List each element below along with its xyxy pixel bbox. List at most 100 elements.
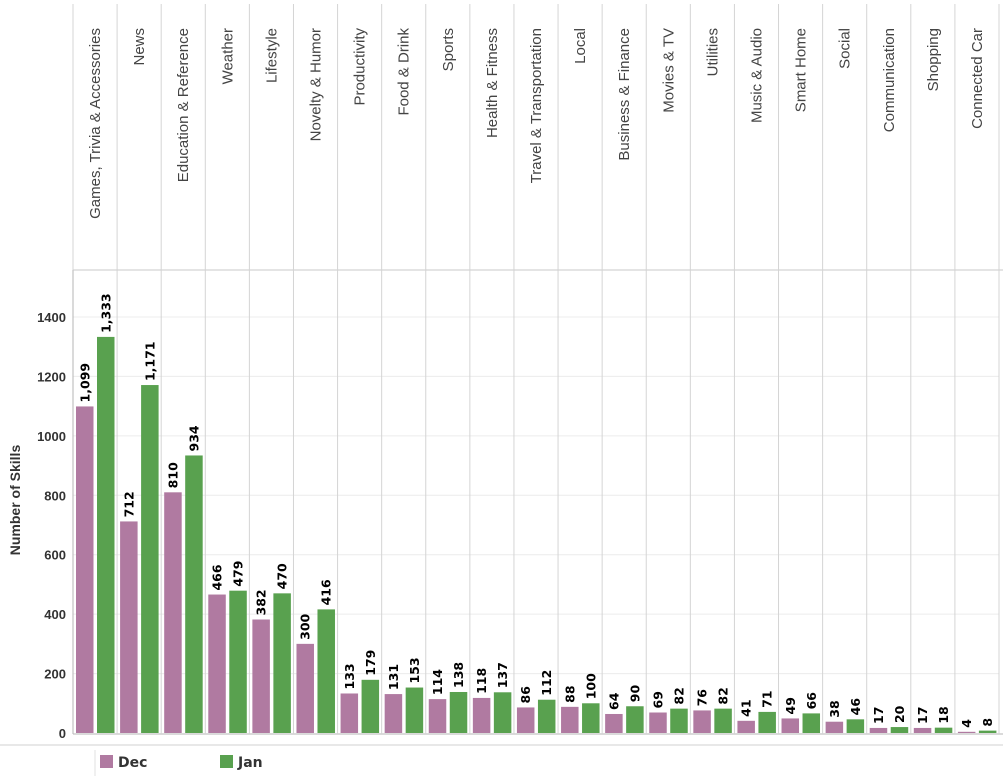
bar-jan-smart-home [802,713,821,733]
bar-dec-social [825,721,844,733]
category-label-games-trivia-and-accessories: Games, Trivia & Accessories [87,28,104,219]
bar-jan-games-trivia-and-accessories [97,336,115,733]
bar-dec-weather [208,594,226,733]
y-tick-label: 1200 [37,369,66,384]
y-axis: Number of Skills 0 200 400 600 800 1000 1200 14… [7,310,66,741]
category-header-row: Games, Trivia & Accessories News Education… [87,28,986,219]
value-label: 82 [716,687,731,704]
bar-dec-smart-home [781,718,800,733]
bar-jan-weather [229,590,247,733]
legend-label-jan: Jan [237,755,263,771]
category-label-food-and-drink: Food & Drink [396,28,413,116]
bar-jan-novelty-and-humor [317,609,335,733]
bar-dec-health-and-fitness [472,697,491,733]
y-tick-label: 0 [59,726,66,741]
value-label: 86 [518,686,533,704]
value-label: 1,171 [142,341,157,381]
value-label: 17 [871,707,886,724]
bar-jan-music-and-audio [758,711,776,733]
value-label: 66 [804,692,819,710]
bar-jan-sports [449,691,468,733]
category-label-smart-home: Smart Home [793,28,810,112]
value-label: 810 [165,462,180,488]
bar-dec-novelty-and-humor [296,643,314,733]
value-label: 88 [562,685,577,702]
value-label: 112 [539,670,554,696]
value-label: 20 [892,705,907,723]
bar-dec-news [120,521,138,733]
bar-dec-connected-car [957,731,976,733]
bar-jan-lifestyle [273,593,291,733]
bar-jan-news [141,385,159,733]
value-label: 1,099 [77,363,92,403]
y-tick-label: 800 [44,488,66,503]
value-label: 470 [275,563,290,589]
bar-dec-business-and-finance [605,713,623,733]
category-label-local: Local [572,28,589,64]
value-label: 82 [671,687,686,704]
y-tick-label: 1000 [37,429,66,444]
value-label: 8 [980,718,995,727]
bar-jan-education-and-reference [185,455,203,733]
value-label: 179 [363,650,378,676]
category-label-health-and-fitness: Health & Fitness [484,28,501,138]
category-label-sports: Sports [440,28,457,71]
value-label: 300 [298,613,313,639]
value-label: 382 [254,589,269,615]
bar-dec-education-and-reference [164,492,182,733]
category-label-news: News [131,28,148,66]
value-label: 416 [319,579,334,605]
bars [76,336,997,733]
y-tick-label: 1400 [37,310,66,325]
value-label: 18 [936,706,951,723]
bar-dec-local [561,706,579,733]
value-label: 118 [474,668,489,694]
value-label: 76 [695,689,710,707]
category-label-productivity: Productivity [352,28,369,106]
bar-jan-connected-car [978,730,997,733]
y-tick-label: 400 [44,607,66,622]
y-tick-label: 200 [44,667,66,682]
bar-jan-shopping [934,727,953,733]
value-label: 153 [407,657,422,683]
value-label: 934 [186,425,201,451]
value-label: 137 [495,662,510,688]
value-label: 114 [430,669,445,695]
value-label: 46 [848,698,863,716]
value-label: 133 [342,663,357,689]
value-label: 69 [650,691,665,708]
bar-jan-productivity [361,679,380,733]
category-label-education-and-reference: Education & Reference [175,28,192,182]
bar-dec-sports [428,699,447,733]
bar-jan-social [846,719,865,733]
value-label: 138 [451,662,466,688]
category-label-social: Social [837,28,854,69]
category-label-novelty-and-humor: Novelty & Humor [308,28,325,141]
category-label-music-and-audio: Music & Audio [748,28,765,123]
bar-jan-utilities [714,708,732,733]
category-label-communication: Communication [881,28,898,132]
bar-dec-shopping [913,727,932,733]
y-tick-label: 600 [44,548,66,563]
bar-dec-lifestyle [252,619,270,733]
category-label-utilities: Utilities [704,28,721,76]
category-label-movies-and-tv: Movies & TV [660,28,677,113]
bar-dec-productivity [340,693,359,733]
value-label: 479 [231,561,246,587]
category-label-weather: Weather [219,28,236,84]
value-label: 49 [783,697,798,714]
value-label: 17 [915,707,930,724]
bar-jan-local [582,703,600,733]
bar-jan-communication [890,727,909,733]
legend: Dec Jan [0,744,1003,776]
category-label-travel-and-transportation: Travel & Transportation [528,28,545,183]
value-label: 100 [583,673,598,699]
bar-dec-utilities [693,710,711,733]
gridlines [73,316,999,675]
bar-jan-food-and-drink [405,687,424,733]
bar-jan-movies-and-tv [670,708,688,733]
bar-dec-communication [869,727,888,733]
value-label: 466 [210,564,225,590]
